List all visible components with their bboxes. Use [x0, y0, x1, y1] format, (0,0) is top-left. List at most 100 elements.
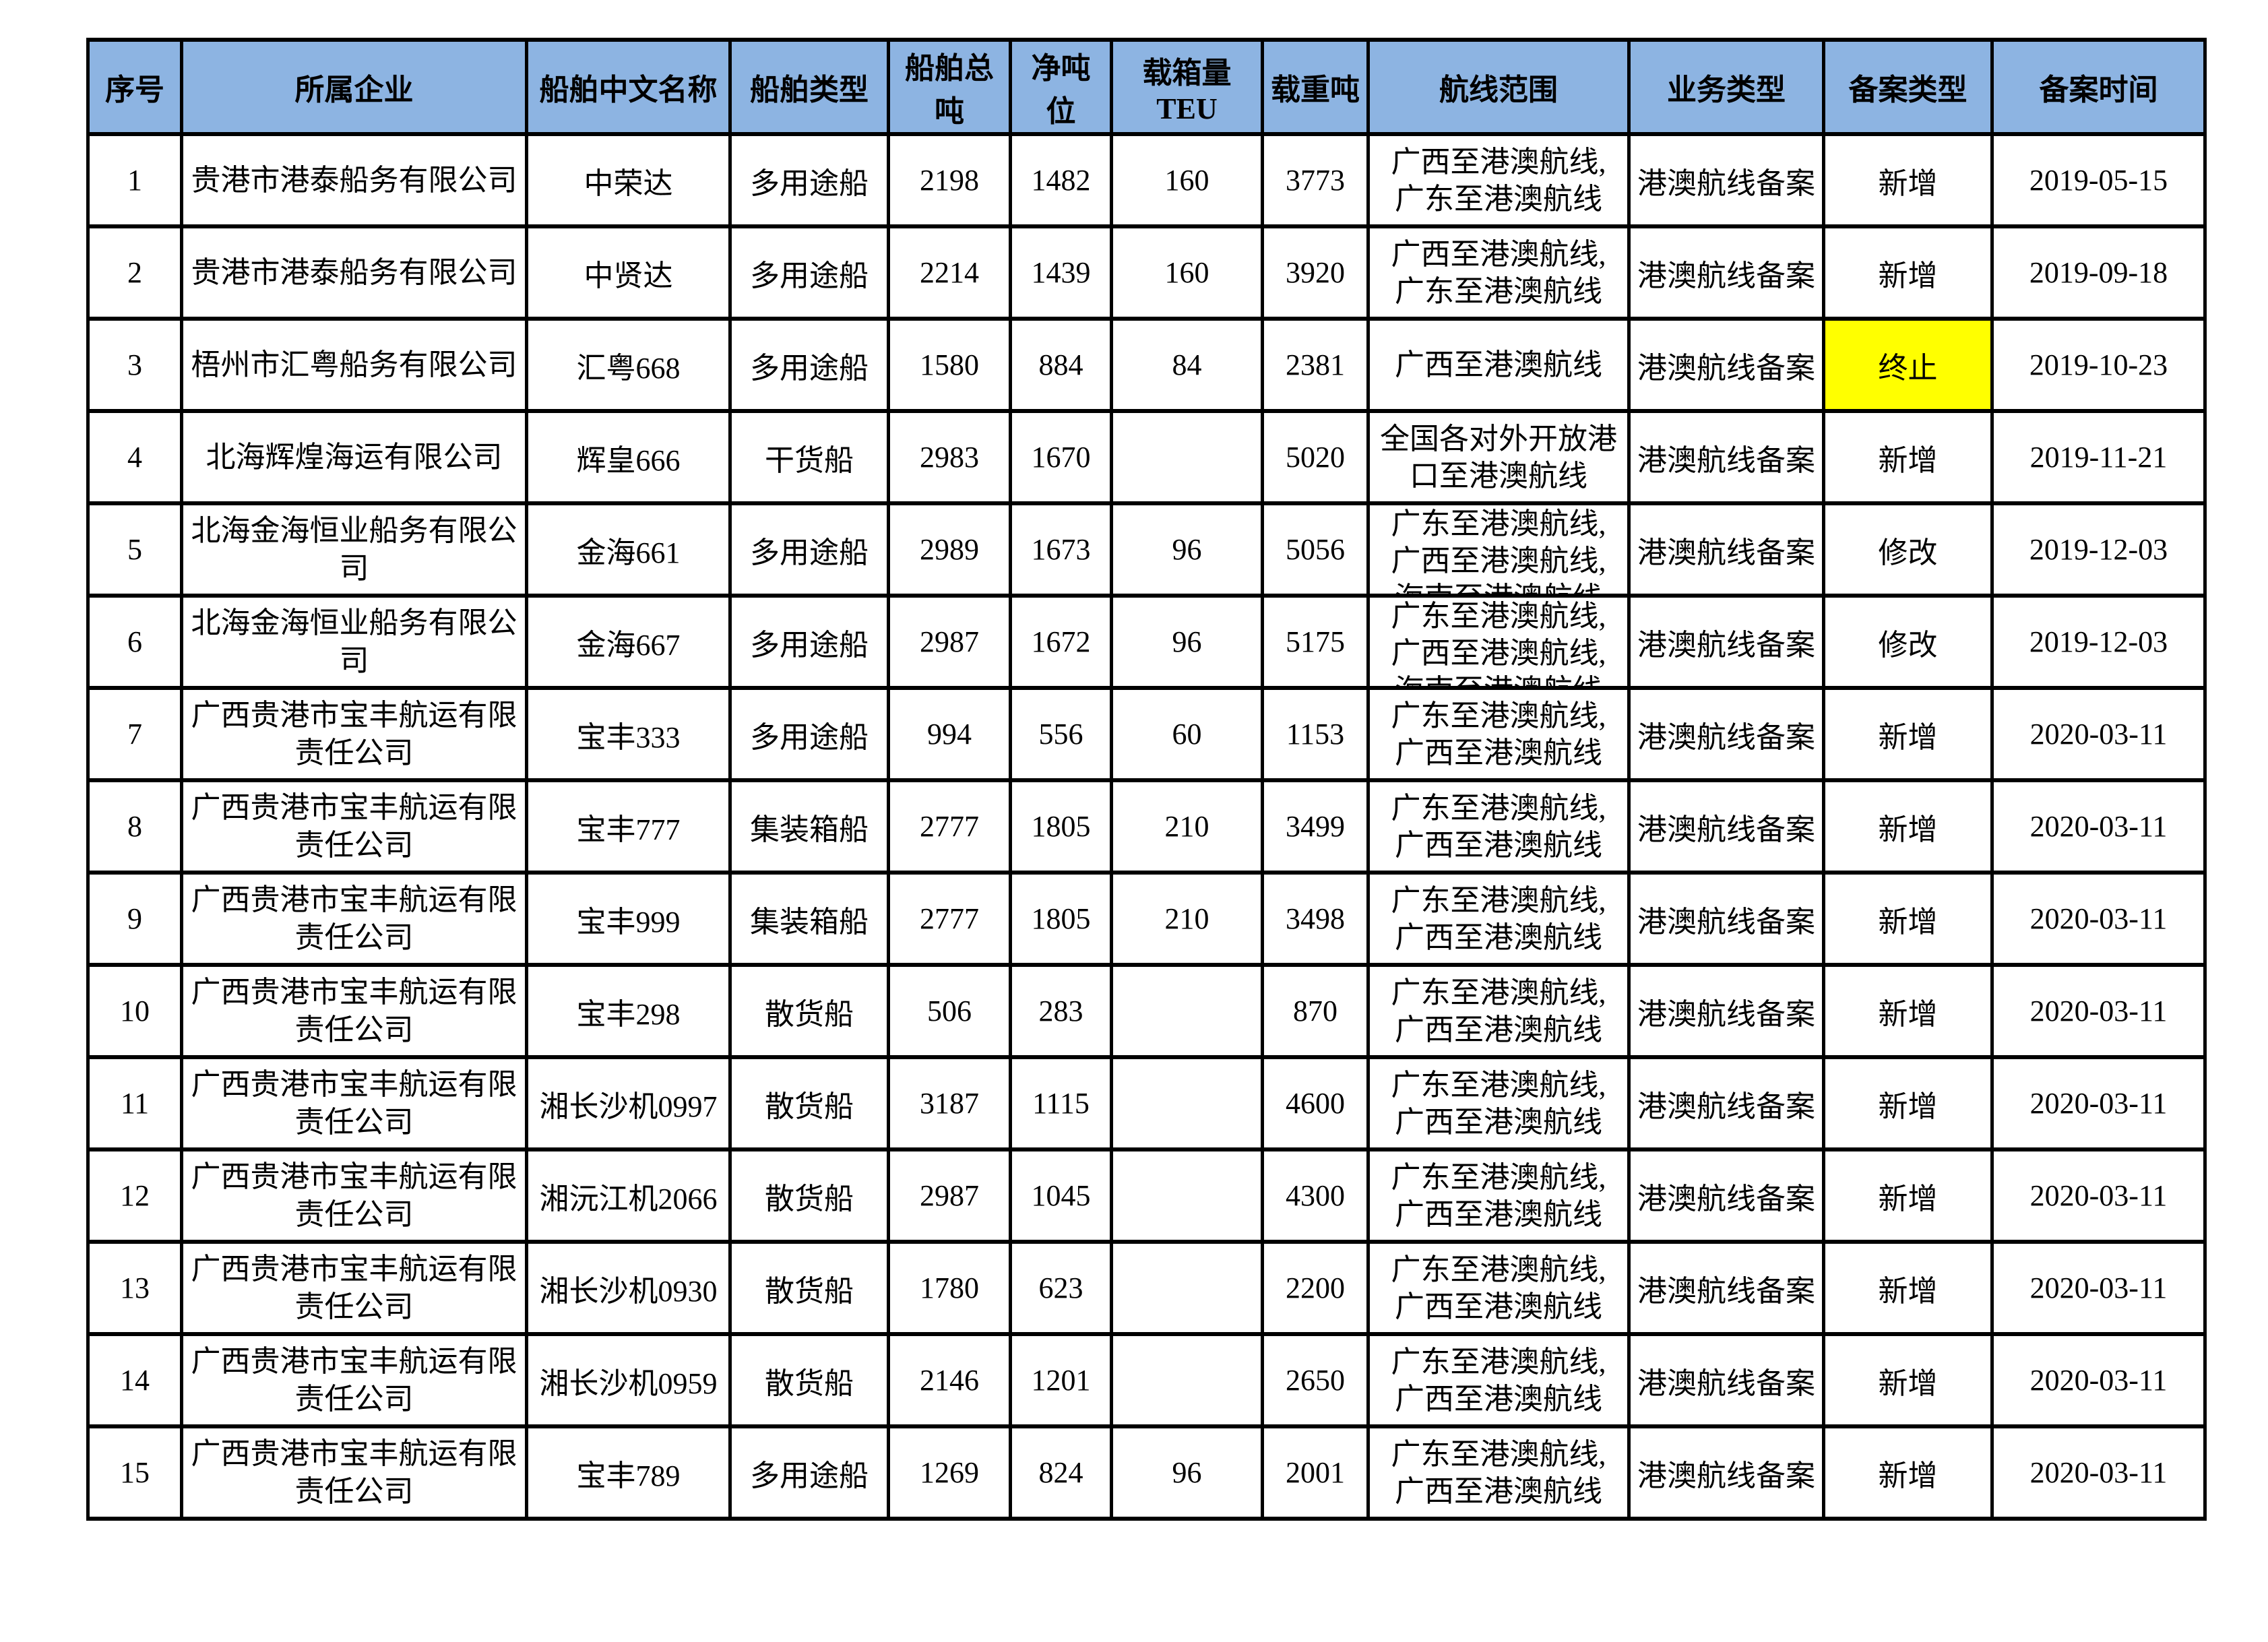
cell-deadweight-tonnage: 2381 — [1261, 317, 1370, 413]
cell-company: 广西贵港市宝丰航运有限责任公司 — [180, 686, 528, 782]
cell-ship-type: 散货船 — [728, 1055, 890, 1151]
cell-filing-date: 2019-12-03 — [1990, 594, 2207, 690]
route-text: 广东至港澳航线, 广西至港澳航线 — [1391, 1345, 1606, 1416]
cell-ship-name: 汇粤668 — [525, 317, 732, 413]
cell-filing-type: 新增 — [1822, 409, 1994, 505]
table-row: 14 广西贵港市宝丰航运有限责任公司 湘长沙机0959 散货船 2146 1201 2650… — [86, 1332, 2207, 1428]
cell-business-type: 港澳航线备案 — [1627, 1424, 1825, 1521]
cell-company: 广西贵港市宝丰航运有限责任公司 — [180, 778, 528, 875]
cell-filing-date: 2020-03-11 — [1990, 1055, 2207, 1151]
cell-filing-date: 2020-03-11 — [1990, 1147, 2207, 1244]
cell-serial-number: 1 — [86, 132, 183, 228]
table-row: 10 广西贵港市宝丰航运有限责任公司 宝丰298 散货船 506 283 870 广东至港澳航… — [86, 963, 2207, 1059]
cell-company: 广西贵港市宝丰航运有限责任公司 — [180, 1240, 528, 1336]
route-text: 广西至港澳航线, 广东至港澳航线 — [1391, 237, 1606, 308]
document-page: 序号 所属企业 船舶中文名称 船舶类型 船舶总吨 净吨位 载箱量TEU 载重吨 航线范围 业务类型… — [0, 38, 2268, 1521]
header-gross-tonnage: 船舶总吨 — [887, 38, 1012, 136]
header-deadweight-tonnage: 载重吨 — [1261, 38, 1370, 136]
cell-net-tonnage: 1805 — [1009, 778, 1113, 875]
cell-ship-type: 集装箱船 — [728, 871, 890, 967]
table-row: 15 广西贵港市宝丰航运有限责任公司 宝丰789 多用途船 1269 824 96 2001 广… — [86, 1424, 2207, 1521]
cell-route-range: 广东至港澳航线, 广西至港澳航线 — [1366, 778, 1631, 875]
cell-company: 北海金海恒业船务有限公司 — [180, 594, 528, 690]
cell-ship-name: 宝丰777 — [525, 778, 732, 875]
cell-business-type: 港澳航线备案 — [1627, 871, 1825, 967]
cell-filing-date: 2020-03-11 — [1990, 871, 2207, 967]
cell-filing-type: 新增 — [1822, 1424, 1994, 1521]
cell-route-range: 广东至港澳航线, 广西至港澳航线 — [1366, 1055, 1631, 1151]
cell-ship-type: 集装箱船 — [728, 778, 890, 875]
cell-deadweight-tonnage: 1153 — [1261, 686, 1370, 782]
cell-deadweight-tonnage: 4300 — [1261, 1147, 1370, 1244]
route-text: 广东至港澳航线, 广西至港澳航线 — [1391, 1253, 1606, 1323]
cell-business-type: 港澳航线备案 — [1627, 1332, 1825, 1428]
table-row: 7 广西贵港市宝丰航运有限责任公司 宝丰333 多用途船 994 556 60 1153 广东至… — [86, 686, 2207, 782]
cell-route-range: 广西至港澳航线 — [1366, 317, 1631, 413]
table-row: 8 广西贵港市宝丰航运有限责任公司 宝丰777 集装箱船 2777 1805 210 3499… — [86, 778, 2207, 875]
table-row: 2 贵港市港泰船务有限公司 中贤达 多用途船 2214 1439 160 3920 广西至港澳航… — [86, 224, 2207, 321]
cell-deadweight-tonnage: 2650 — [1261, 1332, 1370, 1428]
cell-ship-name: 宝丰789 — [525, 1424, 732, 1521]
cell-filing-type: 修改 — [1822, 501, 1994, 598]
cell-teu-capacity — [1110, 1332, 1264, 1428]
cell-filing-date: 2020-03-11 — [1990, 686, 2207, 782]
cell-filing-type: 修改 — [1822, 594, 1994, 690]
route-text: 广西至港澳航线 — [1395, 348, 1602, 381]
header-company: 所属企业 — [180, 38, 528, 136]
cell-gross-tonnage: 2983 — [887, 409, 1012, 505]
cell-net-tonnage: 1482 — [1009, 132, 1113, 228]
cell-serial-number: 9 — [86, 871, 183, 967]
cell-filing-type: 终止 — [1822, 317, 1994, 413]
cell-teu-capacity — [1110, 1240, 1264, 1336]
cell-gross-tonnage: 2777 — [887, 778, 1012, 875]
cell-gross-tonnage: 3187 — [887, 1055, 1012, 1151]
route-text: 全国各对外开放港口至港澳航线 — [1380, 422, 1617, 493]
route-text: 广西至港澳航线, 广东至港澳航线 — [1391, 145, 1606, 216]
cell-company: 广西贵港市宝丰航运有限责任公司 — [180, 1424, 528, 1521]
cell-filing-date: 2019-10-23 — [1990, 317, 2207, 413]
cell-serial-number: 6 — [86, 594, 183, 690]
table-row: 4 北海辉煌海运有限公司 辉皇666 干货船 2983 1670 5020 全国各对外开放港口… — [86, 409, 2207, 505]
cell-route-range: 广东至港澳航线, 广西至港澳航线, 海南至港澳航线 — [1366, 594, 1631, 690]
cell-ship-name: 湘沅江机2066 — [525, 1147, 732, 1244]
route-text: 广东至港澳航线, 广西至港澳航线 — [1391, 1068, 1606, 1139]
cell-gross-tonnage: 1780 — [887, 1240, 1012, 1336]
header-row: 序号 所属企业 船舶中文名称 船舶类型 船舶总吨 净吨位 载箱量TEU 载重吨 航线范围 业务类型… — [86, 38, 2207, 136]
cell-filing-date: 2020-03-11 — [1990, 1332, 2207, 1428]
cell-serial-number: 2 — [86, 224, 183, 321]
cell-company: 广西贵港市宝丰航运有限责任公司 — [180, 871, 528, 967]
cell-net-tonnage: 1805 — [1009, 871, 1113, 967]
cell-net-tonnage: 824 — [1009, 1424, 1113, 1521]
cell-teu-capacity: 96 — [1110, 1424, 1264, 1521]
cell-net-tonnage: 1115 — [1009, 1055, 1113, 1151]
cell-filing-date: 2019-11-21 — [1990, 409, 2207, 505]
header-teu-capacity: 载箱量TEU — [1110, 38, 1264, 136]
cell-ship-name: 中贤达 — [525, 224, 732, 321]
route-text: 广东至港澳航线, 广西至港澳航线, 海南至港澳航线 — [1391, 507, 1606, 592]
cell-company: 广西贵港市宝丰航运有限责任公司 — [180, 1332, 528, 1428]
cell-teu-capacity: 96 — [1110, 501, 1264, 598]
cell-ship-name: 宝丰999 — [525, 871, 732, 967]
cell-route-range: 广东至港澳航线, 广西至港澳航线 — [1366, 686, 1631, 782]
route-text: 广东至港澳航线, 广西至港澳航线 — [1391, 791, 1606, 862]
cell-ship-name: 宝丰333 — [525, 686, 732, 782]
cell-business-type: 港澳航线备案 — [1627, 501, 1825, 598]
cell-filing-type: 新增 — [1822, 1147, 1994, 1244]
cell-filing-date: 2020-03-11 — [1990, 1240, 2207, 1336]
header-route-range: 航线范围 — [1366, 38, 1631, 136]
cell-business-type: 港澳航线备案 — [1627, 132, 1825, 228]
route-text: 广东至港澳航线, 广西至港澳航线 — [1391, 976, 1606, 1046]
cell-company: 贵港市港泰船务有限公司 — [180, 224, 528, 321]
cell-teu-capacity: 60 — [1110, 686, 1264, 782]
cell-ship-type: 散货船 — [728, 963, 890, 1059]
header-net-tonnage: 净吨位 — [1009, 38, 1113, 136]
cell-ship-name: 湘长沙机0930 — [525, 1240, 732, 1336]
cell-net-tonnage: 1439 — [1009, 224, 1113, 321]
cell-route-range: 广东至港澳航线, 广西至港澳航线 — [1366, 1147, 1631, 1244]
cell-business-type: 港澳航线备案 — [1627, 1055, 1825, 1151]
cell-gross-tonnage: 2214 — [887, 224, 1012, 321]
cell-serial-number: 15 — [86, 1424, 183, 1521]
cell-serial-number: 12 — [86, 1147, 183, 1244]
cell-route-range: 全国各对外开放港口至港澳航线 — [1366, 409, 1631, 505]
cell-gross-tonnage: 506 — [887, 963, 1012, 1059]
